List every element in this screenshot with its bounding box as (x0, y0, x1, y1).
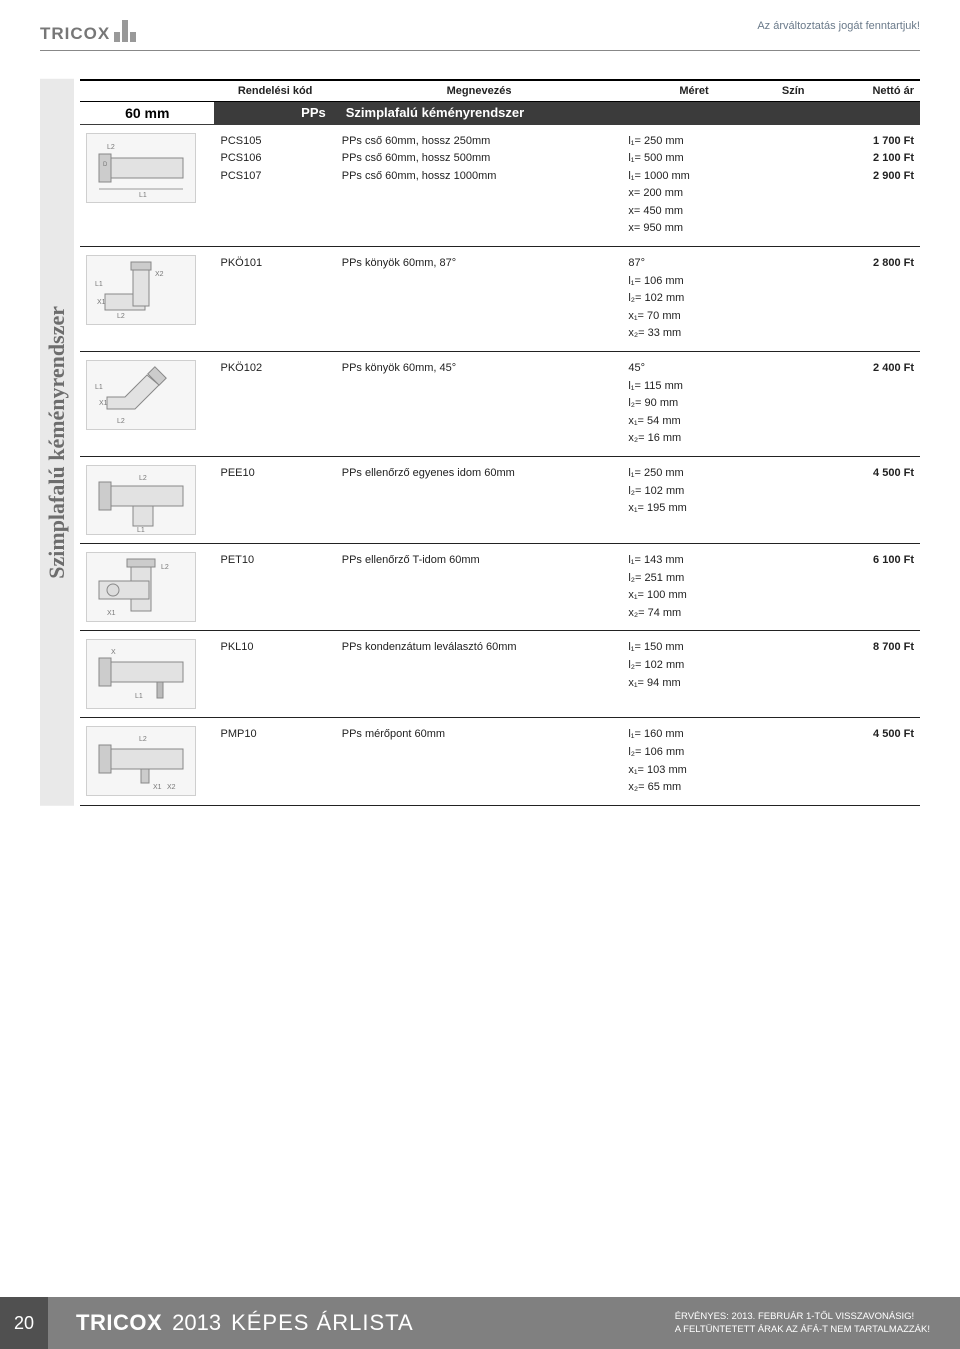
footer-brand: TRICOX (76, 1310, 162, 1336)
product-diagram: X1 L2 L1 (80, 352, 214, 457)
col-code: Rendelési kód (214, 80, 335, 102)
product-price: 1 700 Ft2 100 Ft2 900 Ft (821, 125, 920, 247)
svg-text:X1: X1 (97, 299, 106, 306)
svg-text:L1: L1 (139, 192, 147, 199)
product-color (766, 352, 821, 457)
product-row: L2 X1PET10PPs ellenőrző T-idom 60mml₁= 1… (80, 544, 920, 631)
product-row: L2 L1PEE10PPs ellenőrző egyenes idom 60m… (80, 457, 920, 544)
product-color (766, 544, 821, 631)
product-color (766, 457, 821, 544)
svg-text:X2: X2 (155, 271, 164, 278)
page-number: 20 (0, 1297, 48, 1349)
product-row: L1 L2 DPCS105PCS106PCS107PPs cső 60mm, h… (80, 125, 920, 247)
divider (40, 50, 920, 51)
product-name: PPs kondenzátum leválasztó 60mm (336, 631, 623, 718)
product-price: 8 700 Ft (821, 631, 920, 718)
product-size: 87°l₁= 106 mml₂= 102 mmx₁= 70 mmx₂= 33 m… (622, 247, 765, 352)
svg-text:L2: L2 (117, 313, 125, 320)
product-code: PET10 (214, 544, 335, 631)
product-row: X1 X2 L2 L1PKÖ101PPs könyök 60mm, 87°87°… (80, 247, 920, 352)
page-footer: 20 TRICOX 2013 KÉPES ÁRLISTA ÉRVÉNYES: 2… (0, 1297, 960, 1349)
svg-text:L2: L2 (161, 564, 169, 571)
product-code: PMP10 (214, 718, 335, 805)
svg-text:L2: L2 (139, 475, 147, 482)
footer-note-2: A FELTÜNTETETT ÁRAK AZ ÁFÁ-T NEM TARTALM… (675, 1323, 930, 1336)
svg-text:X: X (111, 649, 116, 656)
sidebar-category-label: Szimplafalú kéményrendszer (40, 79, 74, 806)
product-size: 45°l₁= 115 mml₂= 90 mmx₁= 54 mmx₂= 16 mm (622, 352, 765, 457)
product-price: 2 800 Ft (821, 247, 920, 352)
svg-text:L1: L1 (95, 384, 103, 391)
product-diagram: L2 L1 (80, 457, 214, 544)
catalog-table: Rendelési kód Megnevezés Méret Szín Nett… (80, 79, 920, 806)
svg-text:L1: L1 (135, 693, 143, 700)
svg-text:L2: L2 (107, 144, 115, 151)
col-size: Méret (622, 80, 765, 102)
product-code: PKL10 (214, 631, 335, 718)
product-size: l₁= 250 mml₁= 500 mml₁= 1000 mmx= 200 mm… (622, 125, 765, 247)
svg-text:L2: L2 (139, 736, 147, 743)
svg-text:X1: X1 (99, 400, 108, 407)
product-price: 6 100 Ft (821, 544, 920, 631)
product-diagram: X1 X2 L2 L1 (80, 247, 214, 352)
product-row: L1 XPKL10PPs kondenzátum leválasztó 60mm… (80, 631, 920, 718)
product-name: PPs könyök 60mm, 45° (336, 352, 623, 457)
product-color (766, 125, 821, 247)
product-size: l₁= 143 mml₂= 251 mmx₁= 100 mmx₂= 74 mm (622, 544, 765, 631)
footer-note: ÉRVÉNYES: 2013. FEBRUÁR 1-TŐL VISSZAVONÁ… (675, 1310, 960, 1337)
footer-rest: KÉPES ÁRLISTA (231, 1310, 414, 1336)
col-img (80, 80, 214, 102)
product-size: l₁= 160 mml₂= 106 mmx₁= 103 mmx₂= 65 mm (622, 718, 765, 805)
product-code: PKÖ102 (214, 352, 335, 457)
product-code: PKÖ101 (214, 247, 335, 352)
product-diagram: L2 X1 (80, 544, 214, 631)
product-size: l₁= 150 mml₂= 102 mmx₁= 94 mm (622, 631, 765, 718)
svg-text:L2: L2 (117, 418, 125, 425)
product-size: l₁= 250 mml₂= 102 mmx₁= 195 mm (622, 457, 765, 544)
header-row: Rendelési kód Megnevezés Méret Szín Nett… (80, 80, 920, 102)
svg-text:X1: X1 (107, 610, 116, 617)
svg-text:L1: L1 (137, 527, 145, 534)
svg-text:X1: X1 (153, 784, 162, 791)
product-price: 4 500 Ft (821, 457, 920, 544)
svg-text:L1: L1 (95, 281, 103, 288)
product-name: PPs cső 60mm, hossz 250mmPPs cső 60mm, h… (336, 125, 623, 247)
product-code: PCS105PCS106PCS107 (214, 125, 335, 247)
product-color (766, 631, 821, 718)
col-color: Szín (766, 80, 821, 102)
product-row: L2 X1 X2PMP10PPs mérőpont 60mml₁= 160 mm… (80, 718, 920, 805)
product-color (766, 247, 821, 352)
product-name: PPs mérőpont 60mm (336, 718, 623, 805)
product-name: PPs ellenőrző T-idom 60mm (336, 544, 623, 631)
product-code: PEE10 (214, 457, 335, 544)
section-badge: PPs (214, 102, 335, 125)
col-price: Nettó ár (821, 80, 920, 102)
section-title: Szimplafalú kéményrendszer (336, 102, 920, 125)
footer-title: TRICOX 2013 KÉPES ÁRLISTA (48, 1310, 675, 1336)
product-color (766, 718, 821, 805)
svg-text:D: D (103, 162, 108, 168)
product-row: X1 L2 L1PKÖ102PPs könyök 60mm, 45°45°l₁=… (80, 352, 920, 457)
footer-note-1: ÉRVÉNYES: 2013. FEBRUÁR 1-TŐL VISSZAVONÁ… (675, 1310, 930, 1323)
product-price: 4 500 Ft (821, 718, 920, 805)
section-size: 60 mm (80, 102, 214, 125)
logo-icon (114, 20, 136, 42)
logo: TRICOX (40, 20, 136, 44)
product-diagram: L1 X (80, 631, 214, 718)
section-row: 60 mm PPs Szimplafalú kéményrendszer (80, 102, 920, 125)
col-name: Megnevezés (336, 80, 623, 102)
footer-year: 2013 (172, 1310, 221, 1336)
product-name: PPs könyök 60mm, 87° (336, 247, 623, 352)
logo-text: TRICOX (40, 24, 110, 44)
product-price: 2 400 Ft (821, 352, 920, 457)
svg-text:X2: X2 (167, 784, 176, 791)
product-diagram: L2 X1 X2 (80, 718, 214, 805)
price-disclaimer: Az árváltoztatás jogát fenntartjuk! (757, 20, 920, 32)
product-diagram: L1 L2 D (80, 125, 214, 247)
product-name: PPs ellenőrző egyenes idom 60mm (336, 457, 623, 544)
